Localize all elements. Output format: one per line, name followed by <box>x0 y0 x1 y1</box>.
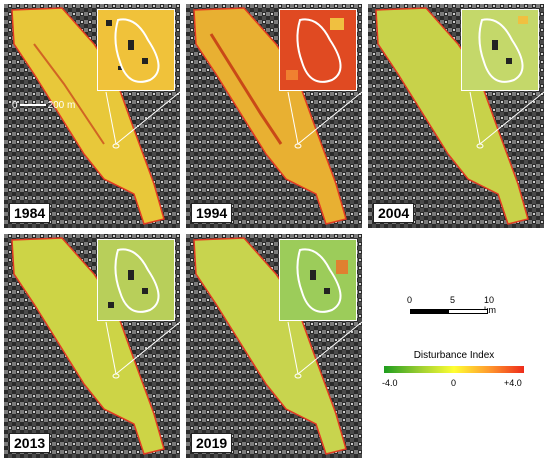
map-panel-2004: 2004 <box>368 4 544 228</box>
zoom-inset <box>97 239 175 321</box>
legend-color-ramp <box>384 366 524 373</box>
map-panel-1994: 1994 <box>186 4 362 228</box>
map-panel-2019: 2019 <box>186 234 362 458</box>
legend-mid: 0 <box>451 378 457 388</box>
landscape-map <box>4 234 180 458</box>
scale-segment-light <box>448 309 488 314</box>
color-legend: Disturbance Index -4.0 0 +4.0 <box>382 350 524 392</box>
scale-label-5: 5 <box>450 295 456 305</box>
zoom-inset <box>461 9 539 91</box>
zoom-inset <box>279 9 357 91</box>
year-label: 2004 <box>373 203 415 223</box>
year-label: 2019 <box>191 433 233 453</box>
zoom-inset <box>279 239 357 321</box>
year-label: 1984 <box>9 203 51 223</box>
map-panel-2013: 2013 <box>4 234 180 458</box>
inset-scale: 0 200 m <box>12 100 76 111</box>
legend-title: Disturbance Index <box>413 350 495 361</box>
scale-label-0: 0 <box>407 295 413 305</box>
map-panel-1984: 0 200 m 1984 <box>4 4 180 228</box>
scale-bar: 0 5 10 km <box>407 295 500 325</box>
year-label: 1994 <box>191 203 233 223</box>
year-label: 2013 <box>9 433 51 453</box>
scale-label-10: 10 km <box>484 295 496 315</box>
zoom-inset <box>97 9 175 91</box>
landscape-map <box>186 234 362 458</box>
legend-min: -4.0 <box>382 378 398 388</box>
scale-segment-dark <box>410 309 448 314</box>
legend-max: +4.0 <box>504 378 522 388</box>
